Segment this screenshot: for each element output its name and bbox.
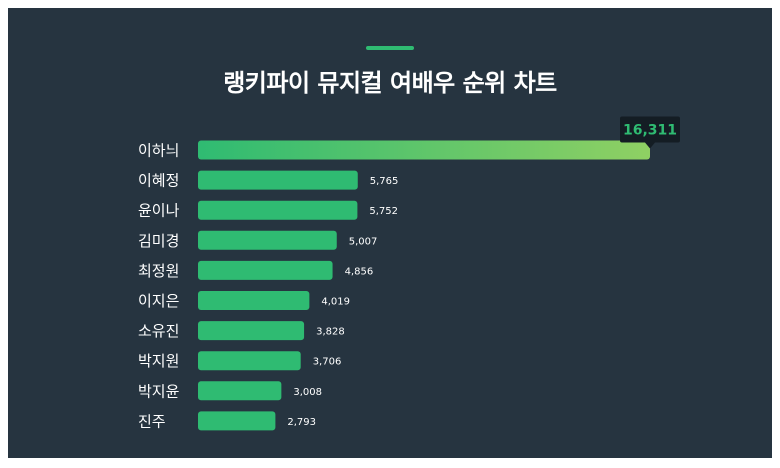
bar — [198, 351, 301, 371]
bar — [198, 291, 310, 310]
bar — [198, 230, 337, 250]
category-label: 소유진 — [138, 322, 179, 340]
value-label: 16,311 — [623, 123, 677, 139]
value-label: 3,828 — [316, 327, 345, 338]
top-value-pointer — [645, 142, 655, 149]
category-label: 박지윤 — [138, 382, 180, 400]
bar — [198, 140, 650, 160]
value-label: 3,706 — [313, 357, 342, 368]
category-label: 이혜정 — [138, 172, 179, 190]
top-value-callout — [620, 116, 680, 143]
bar — [198, 200, 358, 220]
value-label: 5,765 — [370, 176, 399, 187]
category-label: 박지원 — [138, 352, 179, 370]
bar — [198, 321, 305, 341]
bar — [198, 170, 358, 190]
accent-line — [366, 46, 414, 50]
value-label: 2,793 — [287, 417, 316, 428]
value-label: 4,019 — [321, 297, 350, 308]
value-label: 3,008 — [293, 387, 322, 398]
category-label: 최정원 — [138, 262, 179, 280]
chart-panel: 랭키파이 뮤지컬 여배우 순위 차트 이하늬 16,311 이혜정 5,765 윤이나 5… — [8, 8, 772, 458]
bar — [198, 381, 282, 401]
category-label: 이하늬 — [138, 142, 179, 160]
chart-title: 랭키파이 뮤지컬 여배우 순위 차트 — [223, 69, 557, 97]
value-label: 4,856 — [345, 266, 374, 277]
bar — [198, 260, 333, 280]
category-label: 이지은 — [138, 292, 179, 310]
bar — [198, 411, 276, 431]
category-label: 진주 — [138, 412, 166, 430]
category-label: 윤이나 — [138, 202, 180, 220]
value-label: 5,752 — [369, 206, 398, 217]
value-label: 5,007 — [349, 236, 378, 247]
bar-chart: 이하늬 16,311 이혜정 5,765 윤이나 5,752 김미경 5,007 최정원 4,85… — [138, 116, 680, 431]
category-label: 김미경 — [138, 232, 179, 250]
